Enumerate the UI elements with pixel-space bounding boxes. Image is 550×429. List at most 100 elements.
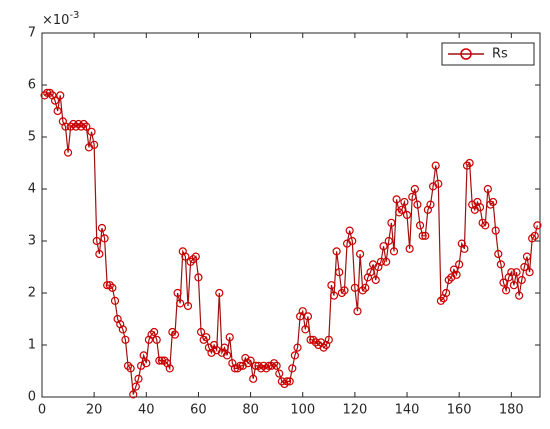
marker <box>147 330 156 339</box>
marker <box>384 236 393 246</box>
marker <box>410 184 419 194</box>
marker <box>45 88 54 97</box>
marker <box>522 252 532 261</box>
marker <box>82 122 91 131</box>
marker <box>405 244 414 253</box>
marker <box>324 335 333 344</box>
marker <box>462 161 472 170</box>
x-tick-label: 0 <box>38 403 46 418</box>
marker <box>486 200 495 209</box>
marker <box>267 361 276 370</box>
marker <box>434 179 443 188</box>
marker <box>181 252 190 261</box>
marker <box>311 338 320 347</box>
marker <box>53 106 62 116</box>
marker <box>499 278 508 287</box>
marker <box>186 257 195 266</box>
marker <box>71 122 80 131</box>
marker <box>118 325 127 334</box>
marker <box>176 299 185 308</box>
marker <box>426 200 435 209</box>
marker <box>249 374 258 383</box>
marker <box>298 307 307 316</box>
marker <box>515 291 524 300</box>
marker <box>358 286 367 295</box>
marker <box>507 268 516 277</box>
marker <box>215 288 224 298</box>
marker <box>290 351 300 360</box>
legend-label: Rs <box>492 47 508 62</box>
marker <box>395 208 404 217</box>
marker <box>481 221 490 230</box>
x-tick-label: 180 <box>499 403 524 418</box>
marker <box>256 364 266 373</box>
marker <box>452 270 461 279</box>
y-multiplier: ×10-3 <box>42 10 79 28</box>
marker <box>465 158 474 168</box>
marker <box>533 221 542 230</box>
marker <box>512 268 521 277</box>
marker <box>199 335 208 344</box>
marker <box>460 244 469 253</box>
marker <box>483 184 492 194</box>
marker <box>150 327 159 337</box>
marker <box>436 296 446 305</box>
marker <box>379 242 388 251</box>
marker <box>332 247 341 256</box>
marker <box>170 330 180 339</box>
x-tick-label: 60 <box>190 403 207 418</box>
marker <box>243 359 253 368</box>
marker <box>168 327 177 337</box>
marker <box>444 275 453 285</box>
marker <box>236 361 245 370</box>
marker <box>165 364 174 373</box>
marker <box>272 361 281 370</box>
marker <box>488 197 498 207</box>
marker <box>202 333 211 342</box>
y-tick-label: 5 <box>28 130 36 145</box>
marker <box>530 231 539 240</box>
marker <box>402 210 412 220</box>
marker <box>108 283 117 292</box>
marker <box>408 192 417 201</box>
marker <box>528 234 537 243</box>
marker <box>277 377 286 386</box>
marker <box>105 281 114 290</box>
marker <box>442 288 451 298</box>
marker <box>520 262 529 272</box>
line <box>44 92 538 395</box>
x-tick-label: 120 <box>342 403 367 418</box>
marker <box>123 361 133 370</box>
marker <box>66 122 75 131</box>
marker <box>366 268 375 277</box>
marker <box>285 377 294 386</box>
legend-marker <box>460 48 472 60</box>
marker <box>415 221 425 230</box>
y-tick-label: 1 <box>28 338 36 353</box>
marker <box>225 333 234 342</box>
marker <box>129 390 138 399</box>
marker <box>431 161 440 170</box>
marker <box>288 364 297 373</box>
marker <box>353 307 362 316</box>
marker <box>220 343 229 352</box>
marker <box>361 283 370 292</box>
y-tick-label: 3 <box>28 234 36 249</box>
marker <box>371 275 380 285</box>
marker <box>293 343 302 352</box>
marker <box>191 252 200 261</box>
marker <box>509 281 519 290</box>
marker <box>194 273 203 282</box>
marker <box>246 356 255 365</box>
marker <box>97 223 107 233</box>
marker <box>100 234 109 243</box>
marker <box>269 359 279 368</box>
x-tick-label: 80 <box>242 403 259 418</box>
marker <box>259 361 268 370</box>
marker <box>376 257 386 266</box>
marker <box>282 377 292 386</box>
marker <box>126 364 135 373</box>
marker <box>348 236 357 246</box>
marker <box>160 356 169 365</box>
marker <box>525 268 534 277</box>
